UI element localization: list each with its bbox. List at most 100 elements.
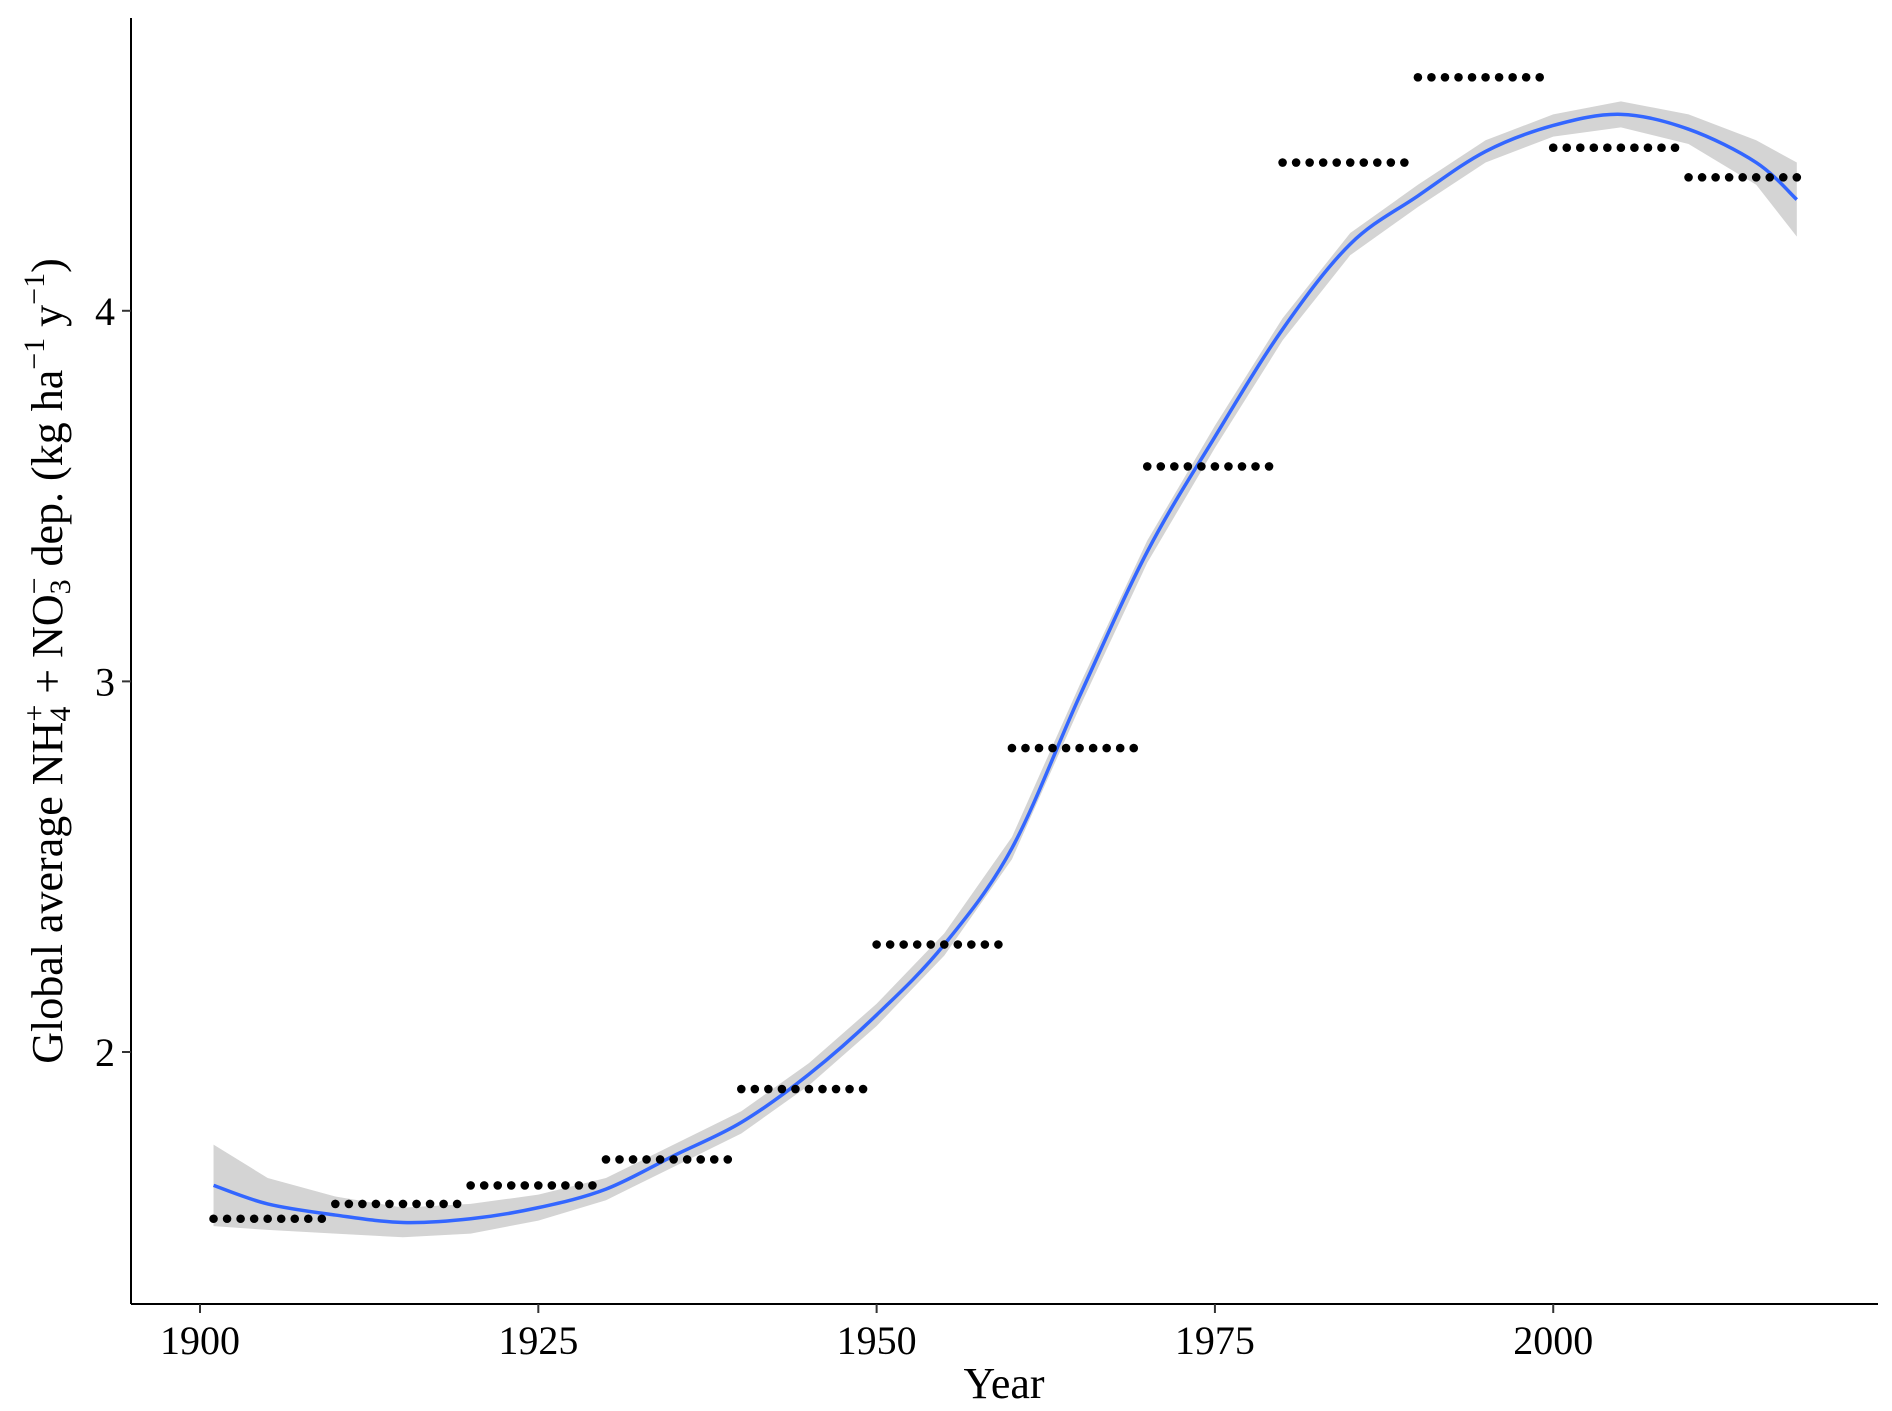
point — [371, 1199, 381, 1209]
point — [358, 1199, 367, 1209]
point — [209, 1214, 218, 1224]
point — [1657, 143, 1666, 153]
point — [845, 1084, 854, 1094]
point — [1454, 72, 1463, 82]
point — [682, 1155, 692, 1164]
y-axis-title-part: dep. (kg ha — [23, 370, 72, 578]
point — [1616, 143, 1626, 153]
x-tick-label: 1950 — [837, 1318, 917, 1363]
point — [303, 1214, 313, 1224]
x-tick-label: 2000 — [1513, 1318, 1593, 1363]
point — [1345, 158, 1355, 167]
point — [1224, 462, 1233, 471]
y-axis-title-part: 4 — [44, 707, 77, 722]
point — [804, 1084, 814, 1094]
point — [709, 1155, 719, 1164]
point — [953, 940, 963, 949]
point — [1603, 143, 1612, 153]
point — [1467, 72, 1477, 82]
point — [1778, 173, 1788, 182]
y-axis-title-part: ) — [23, 258, 72, 273]
point — [1115, 743, 1125, 753]
point — [1170, 462, 1179, 471]
point — [1305, 158, 1314, 167]
point — [858, 1084, 868, 1094]
point — [1278, 158, 1287, 167]
y-tick-label: 4 — [95, 289, 115, 334]
point — [331, 1199, 340, 1209]
point — [764, 1084, 773, 1094]
point — [1291, 158, 1301, 167]
point — [588, 1181, 597, 1190]
point — [831, 1084, 841, 1094]
point — [276, 1214, 286, 1224]
point — [1589, 143, 1599, 153]
point — [1332, 158, 1342, 167]
point — [926, 940, 936, 949]
y-axis-title-part: 3 — [44, 579, 77, 594]
y-axis-title-part: + — [18, 705, 51, 722]
point — [736, 1084, 746, 1094]
point — [1751, 173, 1761, 182]
point — [980, 940, 990, 949]
point — [1129, 743, 1139, 753]
point — [1548, 143, 1558, 153]
point — [1535, 72, 1544, 82]
x-tick-label: 1925 — [498, 1318, 578, 1363]
y-axis-title-part: − — [18, 577, 51, 594]
point — [249, 1214, 259, 1224]
point — [1183, 462, 1193, 471]
point — [1210, 462, 1220, 471]
point — [439, 1199, 448, 1209]
point — [994, 940, 1003, 949]
x-tick-label: 1975 — [1175, 1318, 1255, 1363]
point — [547, 1181, 557, 1190]
point — [1697, 173, 1707, 182]
point — [1359, 158, 1369, 167]
point — [655, 1155, 665, 1164]
point — [1400, 158, 1409, 167]
point — [1034, 743, 1044, 753]
point — [222, 1214, 232, 1224]
point — [1021, 743, 1030, 753]
point — [1427, 72, 1436, 82]
point — [1481, 72, 1490, 82]
y-axis-title-part: −1 — [18, 273, 51, 305]
point — [574, 1181, 584, 1190]
point — [1142, 462, 1152, 471]
point — [1521, 72, 1531, 82]
point — [967, 940, 976, 949]
point — [493, 1181, 503, 1190]
point — [452, 1199, 462, 1209]
x-tick-label: 1900 — [160, 1318, 240, 1363]
point — [1508, 72, 1517, 82]
y-axis-title-part: y — [23, 305, 72, 338]
point — [1738, 173, 1747, 182]
point — [1007, 743, 1017, 753]
point — [669, 1155, 678, 1164]
point — [628, 1155, 638, 1164]
point — [412, 1199, 421, 1209]
point — [939, 940, 949, 949]
point — [1061, 743, 1071, 753]
point — [1575, 143, 1585, 153]
point — [290, 1214, 300, 1224]
point — [1156, 462, 1166, 471]
point — [1075, 743, 1084, 753]
point — [1684, 173, 1693, 182]
point — [1670, 143, 1680, 153]
point — [1711, 173, 1720, 182]
point — [344, 1199, 354, 1209]
y-axis-title-part: + NO — [23, 594, 72, 704]
point — [1102, 743, 1111, 753]
point — [1724, 173, 1734, 182]
point — [1630, 143, 1639, 153]
point — [912, 940, 922, 949]
point — [561, 1181, 570, 1190]
point — [1643, 143, 1653, 153]
point — [534, 1181, 543, 1190]
point — [1373, 158, 1382, 167]
point — [1048, 743, 1057, 753]
point — [1251, 462, 1260, 471]
point — [479, 1181, 489, 1190]
